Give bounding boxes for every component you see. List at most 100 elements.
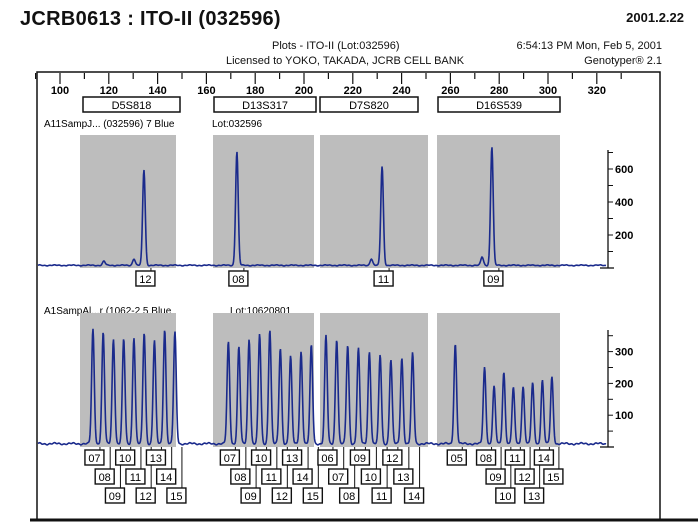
y-tick-label: 100 xyxy=(615,410,633,422)
allele-call-box xyxy=(327,468,349,485)
license-line: Licensed to YOKO, TAKADA, JCRB CELL BANK xyxy=(226,55,465,67)
marker-label: D13S317 xyxy=(242,100,288,112)
allele-call-label: 10 xyxy=(365,472,377,484)
allele-call-label: 08 xyxy=(234,472,246,484)
allele-call-label: 11 xyxy=(378,274,389,286)
marker-box-d13s317 xyxy=(213,96,317,113)
allele-call-box xyxy=(338,487,360,504)
allele-call-label: 09 xyxy=(487,274,499,286)
allele-call-label: 12 xyxy=(276,491,288,503)
allele-call-label: 11 xyxy=(266,472,277,484)
allele-bin xyxy=(80,135,176,268)
x-tick-label: 180 xyxy=(246,85,264,97)
allele-call-label: 15 xyxy=(170,491,182,503)
allele-call-label: 12 xyxy=(518,472,530,484)
allele-call-box xyxy=(360,468,382,485)
allele-call-label: 07 xyxy=(88,453,100,465)
allele-call-label: 12 xyxy=(140,491,152,503)
panel-sample-label: A1SampAl...r (1062-2 5 Blue xyxy=(44,306,172,317)
x-tick-label: 280 xyxy=(490,85,508,97)
allele-call-box xyxy=(485,468,506,485)
allele-call-label: 14 xyxy=(408,491,420,503)
plots-title: Plots - ITO-II (Lot:032596) xyxy=(272,40,400,52)
allele-call-label: 09 xyxy=(244,491,256,503)
allele-call-box xyxy=(302,487,324,504)
trace-line xyxy=(37,328,607,446)
allele-call-box xyxy=(514,468,535,485)
allele-call-label: 13 xyxy=(397,472,409,484)
allele-call-label: 15 xyxy=(307,491,319,503)
allele-call-box xyxy=(393,468,414,485)
allele-call-box xyxy=(349,449,371,466)
allele-call-label: 12 xyxy=(386,453,398,465)
allele-call-box xyxy=(475,449,497,466)
allele-call-label: 07 xyxy=(332,472,344,484)
panel-sample-label: A11SampJ... (032596) 7 Blue xyxy=(44,119,175,130)
allele-call-label: 07 xyxy=(224,453,236,465)
x-tick-label: 260 xyxy=(441,85,459,97)
x-tick-label: 240 xyxy=(392,85,410,97)
x-tick-label: 100 xyxy=(51,85,69,97)
allele-call-box xyxy=(230,468,251,485)
allele-call-label: 05 xyxy=(451,453,463,465)
allele-call-label: 14 xyxy=(296,472,308,484)
marker-label: D7S820 xyxy=(349,100,389,112)
x-tick-label: 120 xyxy=(100,85,118,97)
allele-call-box xyxy=(403,487,425,504)
allele-call-box xyxy=(166,487,187,504)
allele-call-box xyxy=(543,468,564,485)
x-tick-label: 200 xyxy=(295,85,313,97)
allele-call-label: 13 xyxy=(286,453,298,465)
y-tick-label: 200 xyxy=(615,378,633,390)
allele-call-box xyxy=(483,270,504,287)
allele-call-label: 10 xyxy=(499,491,511,503)
y-tick-label: 200 xyxy=(615,230,633,242)
allele-call-box xyxy=(446,449,467,466)
allele-call-box xyxy=(250,449,272,466)
software-version: Genotyper® 2.1 xyxy=(584,55,662,67)
allele-call-label: 12 xyxy=(139,274,151,286)
allele-call-box xyxy=(125,468,146,485)
allele-call-box xyxy=(240,487,261,504)
allele-call-box xyxy=(145,449,167,466)
allele-call-box xyxy=(495,487,516,504)
allele-call-box xyxy=(135,270,156,287)
trace-line xyxy=(37,147,607,267)
allele-bin xyxy=(213,135,314,268)
x-tick-label: 300 xyxy=(539,85,557,97)
x-tick-label: 160 xyxy=(197,85,215,97)
allele-call-label: 09 xyxy=(489,472,501,484)
marker-box-d5s818 xyxy=(82,96,181,113)
panel-lot-label: Lot:032596 xyxy=(212,119,262,130)
allele-call-label: 15 xyxy=(547,472,559,484)
allele-call-box xyxy=(382,449,403,466)
allele-call-label: 09 xyxy=(109,491,121,503)
allele-call-box xyxy=(84,449,105,466)
allele-call-label: 08 xyxy=(480,453,492,465)
allele-call-label: 08 xyxy=(343,491,355,503)
allele-call-box xyxy=(281,449,303,466)
allele-call-box xyxy=(317,449,338,466)
allele-call-box xyxy=(504,449,526,466)
y-tick-label: 300 xyxy=(615,347,633,359)
allele-call-box xyxy=(371,487,392,504)
allele-call-label: 10 xyxy=(255,453,267,465)
marker-box-d7s820 xyxy=(319,96,419,113)
allele-call-box xyxy=(219,449,241,466)
allele-call-label: 13 xyxy=(528,491,540,503)
allele-call-label: 11 xyxy=(130,472,141,484)
allele-call-box xyxy=(155,468,177,485)
allele-bin xyxy=(437,313,560,447)
allele-bin xyxy=(320,135,428,268)
x-tick-label: 320 xyxy=(588,85,606,97)
x-tick-label: 140 xyxy=(148,85,166,97)
allele-call-box xyxy=(533,449,555,466)
marker-label: D5S818 xyxy=(112,100,152,112)
allele-call-box xyxy=(373,270,394,287)
panel-lot-label: Lot:10620801 xyxy=(230,306,292,317)
allele-call-box xyxy=(94,468,115,485)
allele-call-label: 08 xyxy=(99,472,111,484)
allele-call-label: 14 xyxy=(538,453,550,465)
